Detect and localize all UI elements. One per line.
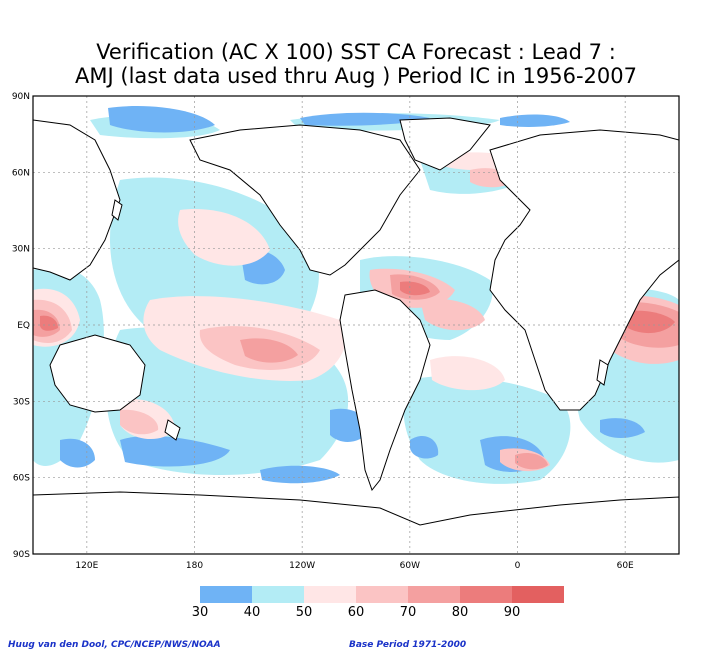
- lon-label: 0: [515, 561, 521, 571]
- credit-author: Huug van den Dool, CPC/NCEP/NWS/NOAA: [8, 640, 221, 650]
- lon-label: 60W: [400, 561, 420, 571]
- colorbar-swatch: [408, 586, 460, 603]
- gridlines: [33, 96, 679, 554]
- lat-label: 30N: [12, 245, 30, 255]
- lat-label: 30S: [13, 397, 30, 407]
- coastlines: [33, 117, 679, 554]
- colorbar-swatch: [356, 586, 408, 603]
- credit-base-period: Base Period 1971-2000: [349, 640, 467, 650]
- colorbar-label: 80: [451, 605, 469, 620]
- lat-label: 60S: [13, 474, 30, 484]
- lat-label: EQ: [17, 321, 30, 331]
- colorbar-label: 50: [295, 605, 313, 620]
- lat-label: 60N: [12, 168, 30, 178]
- colorbar-swatch: [252, 586, 304, 603]
- colorbar-label: 30: [191, 605, 209, 620]
- colorbar-swatch: [304, 586, 356, 603]
- colorbar: [200, 586, 564, 603]
- title-line-1: Verification (AC X 100) SST CA Forecast …: [96, 40, 616, 64]
- colorbar-label: 60: [347, 605, 365, 620]
- lon-label: 120W: [289, 561, 315, 571]
- colorbar-swatch: [512, 586, 564, 603]
- colorbar-label: 40: [243, 605, 261, 620]
- colorbar-swatch: [200, 586, 252, 603]
- colorbar-label: 70: [399, 605, 417, 620]
- colorbar-label: 90: [503, 605, 521, 620]
- lat-label: 90S: [13, 550, 30, 560]
- lon-label: 120E: [75, 561, 98, 571]
- title-line-2: AMJ (last data used thru Aug ) Period IC…: [75, 64, 637, 88]
- lon-label: 180: [186, 561, 203, 571]
- map-frame: [32, 95, 680, 555]
- colorbar-swatch: [460, 586, 512, 603]
- lon-label: 60E: [617, 561, 634, 571]
- longitude-labels: 120E 180 120W 60W 0 60E: [75, 561, 634, 571]
- lat-label: 90N: [12, 92, 30, 102]
- latitude-labels: 90N 60N 30N EQ 30S 60S 90S: [12, 92, 30, 560]
